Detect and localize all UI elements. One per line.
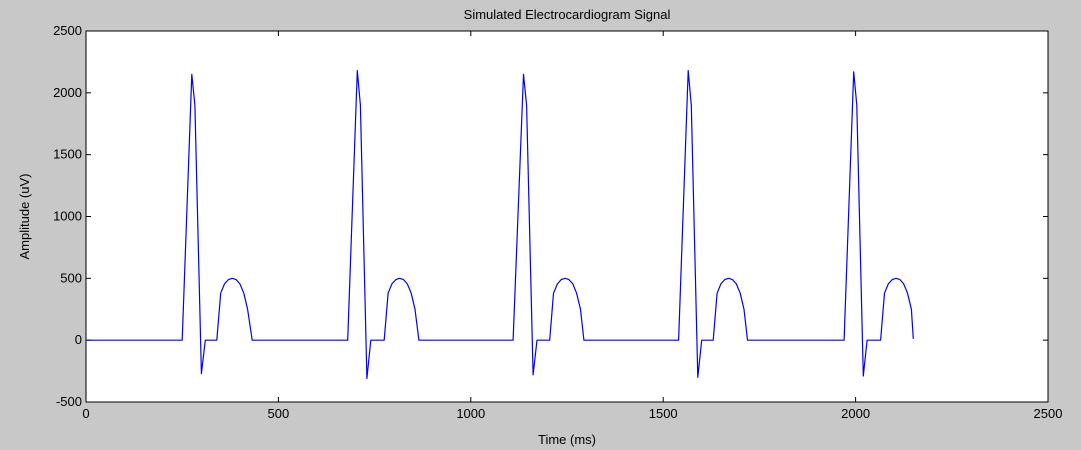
y-tick-label: 500 — [60, 270, 82, 285]
x-tick-label: 2500 — [1034, 406, 1063, 421]
x-tick-label: 500 — [268, 406, 290, 421]
x-tick-label: 2000 — [841, 406, 870, 421]
ecg-signal-line — [86, 69, 914, 380]
y-tick-label: 2500 — [53, 23, 82, 38]
y-tick-labels: -500 0 500 1000 1500 2000 2500 — [53, 23, 82, 409]
x-tick-labels: 0 500 1000 1500 2000 2500 — [82, 406, 1062, 421]
x-tick-label: 1500 — [649, 406, 678, 421]
x-tick-label: 1000 — [456, 406, 485, 421]
x-tick-label: 0 — [82, 406, 89, 421]
y-tick-label: 0 — [75, 332, 82, 347]
y-tick-label: 1500 — [53, 147, 82, 162]
y-tick-label: 2000 — [53, 85, 82, 100]
y-tick-label: -500 — [56, 394, 82, 409]
series-group — [86, 69, 914, 380]
y-tick-label: 1000 — [53, 209, 82, 224]
chart-title: Simulated Electrocardiogram Signal — [464, 7, 671, 22]
axis-ticks — [85, 30, 1049, 403]
x-axis-title: Time (ms) — [538, 432, 596, 447]
plot-area — [85, 30, 1049, 403]
y-axis-title: Amplitude (uV) — [17, 174, 32, 260]
